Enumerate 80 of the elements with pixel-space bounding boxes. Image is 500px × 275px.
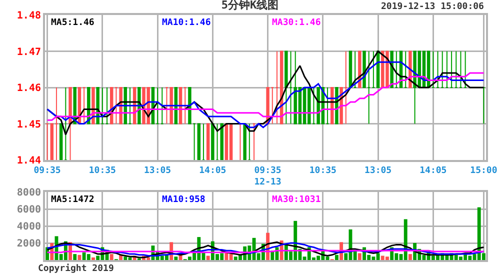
text: MA10:958 — [162, 195, 206, 205]
candlestick — [54, 87, 58, 160]
candlestick — [482, 87, 486, 124]
y-tick-label: 2000 — [16, 238, 41, 250]
bar — [206, 256, 210, 260]
candlestick — [206, 123, 210, 160]
bar — [358, 253, 362, 260]
x-tick-label: 13:05 — [364, 166, 392, 176]
y-tick-label: 1.46 — [16, 83, 41, 94]
candlestick — [243, 123, 246, 160]
line-series — [46, 72, 484, 121]
candlestick — [450, 50, 454, 88]
y-tick-label: 1.47 — [16, 46, 41, 58]
text: MA30:1.46 — [272, 18, 321, 28]
candlestick — [105, 87, 109, 124]
candlestick — [46, 123, 49, 160]
candlestick — [326, 87, 330, 124]
y-tick-label: 6000 — [16, 204, 41, 216]
candlestick — [404, 50, 408, 88]
candlestick — [445, 50, 449, 88]
x-tick-label: 14:05 — [199, 166, 226, 176]
candlestick — [353, 50, 357, 88]
candlestick — [64, 87, 68, 160]
candlestick — [432, 50, 435, 88]
bar — [73, 254, 77, 260]
candlestick — [248, 123, 252, 160]
y-tick-label: 1.44 — [16, 156, 41, 166]
bar — [92, 257, 95, 260]
y-tick-label: 1.48 — [16, 10, 41, 22]
candlestick — [220, 123, 224, 160]
x-tick-label: 15:00 — [470, 166, 498, 176]
candlestick — [459, 50, 462, 88]
text: MA30:1031 — [272, 195, 321, 205]
candlestick — [156, 87, 160, 124]
candlestick — [211, 123, 214, 160]
bar — [124, 256, 128, 260]
bar — [334, 254, 338, 260]
candlestick — [275, 50, 279, 124]
candlestick — [202, 123, 206, 160]
candlestick — [436, 50, 440, 88]
text: MA5:1472 — [51, 195, 94, 205]
candlestick — [68, 87, 72, 160]
candlestick — [82, 87, 86, 124]
candlestick — [358, 50, 362, 88]
candlestick — [440, 50, 444, 88]
x-tick-label: 10:35 — [309, 166, 336, 176]
candlestick — [100, 87, 104, 124]
candlestick — [454, 50, 458, 88]
candlestick — [128, 87, 132, 124]
candlestick — [50, 123, 54, 160]
bar — [78, 254, 82, 260]
x-tick-label: 14:05 — [420, 166, 447, 176]
x-tick-label: 13:05 — [144, 166, 172, 176]
candlestick — [464, 50, 467, 88]
text: MA10:1.46 — [162, 18, 211, 28]
candlestick — [372, 50, 376, 88]
candlestick — [394, 50, 398, 88]
candlestick — [183, 87, 187, 124]
bar — [408, 254, 412, 260]
candlestick — [59, 123, 63, 160]
line-series — [46, 61, 484, 128]
x-tick-label: 10:35 — [88, 166, 116, 176]
text: 2019-12-13 15:00:06 — [381, 2, 484, 12]
candlestick — [170, 87, 173, 124]
text: MA5:1.46 — [51, 18, 94, 28]
y-tick-label: 1.45 — [16, 119, 41, 130]
x-tick-label: 09:35 — [34, 166, 61, 176]
bar — [174, 256, 178, 260]
x-tick-label: 09:35 12-13 — [254, 166, 282, 188]
bar — [86, 254, 90, 260]
candlestick — [284, 50, 288, 124]
candlestick — [160, 87, 164, 124]
candlestick — [252, 123, 256, 160]
candlestick — [270, 87, 274, 124]
y-tick-label: 8000 — [16, 188, 41, 198]
y-tick-label: 4000 — [16, 222, 41, 232]
candlestick — [344, 50, 348, 124]
text: Copyright 2019 — [38, 263, 114, 274]
bar — [110, 254, 114, 260]
candlestick — [197, 123, 201, 160]
